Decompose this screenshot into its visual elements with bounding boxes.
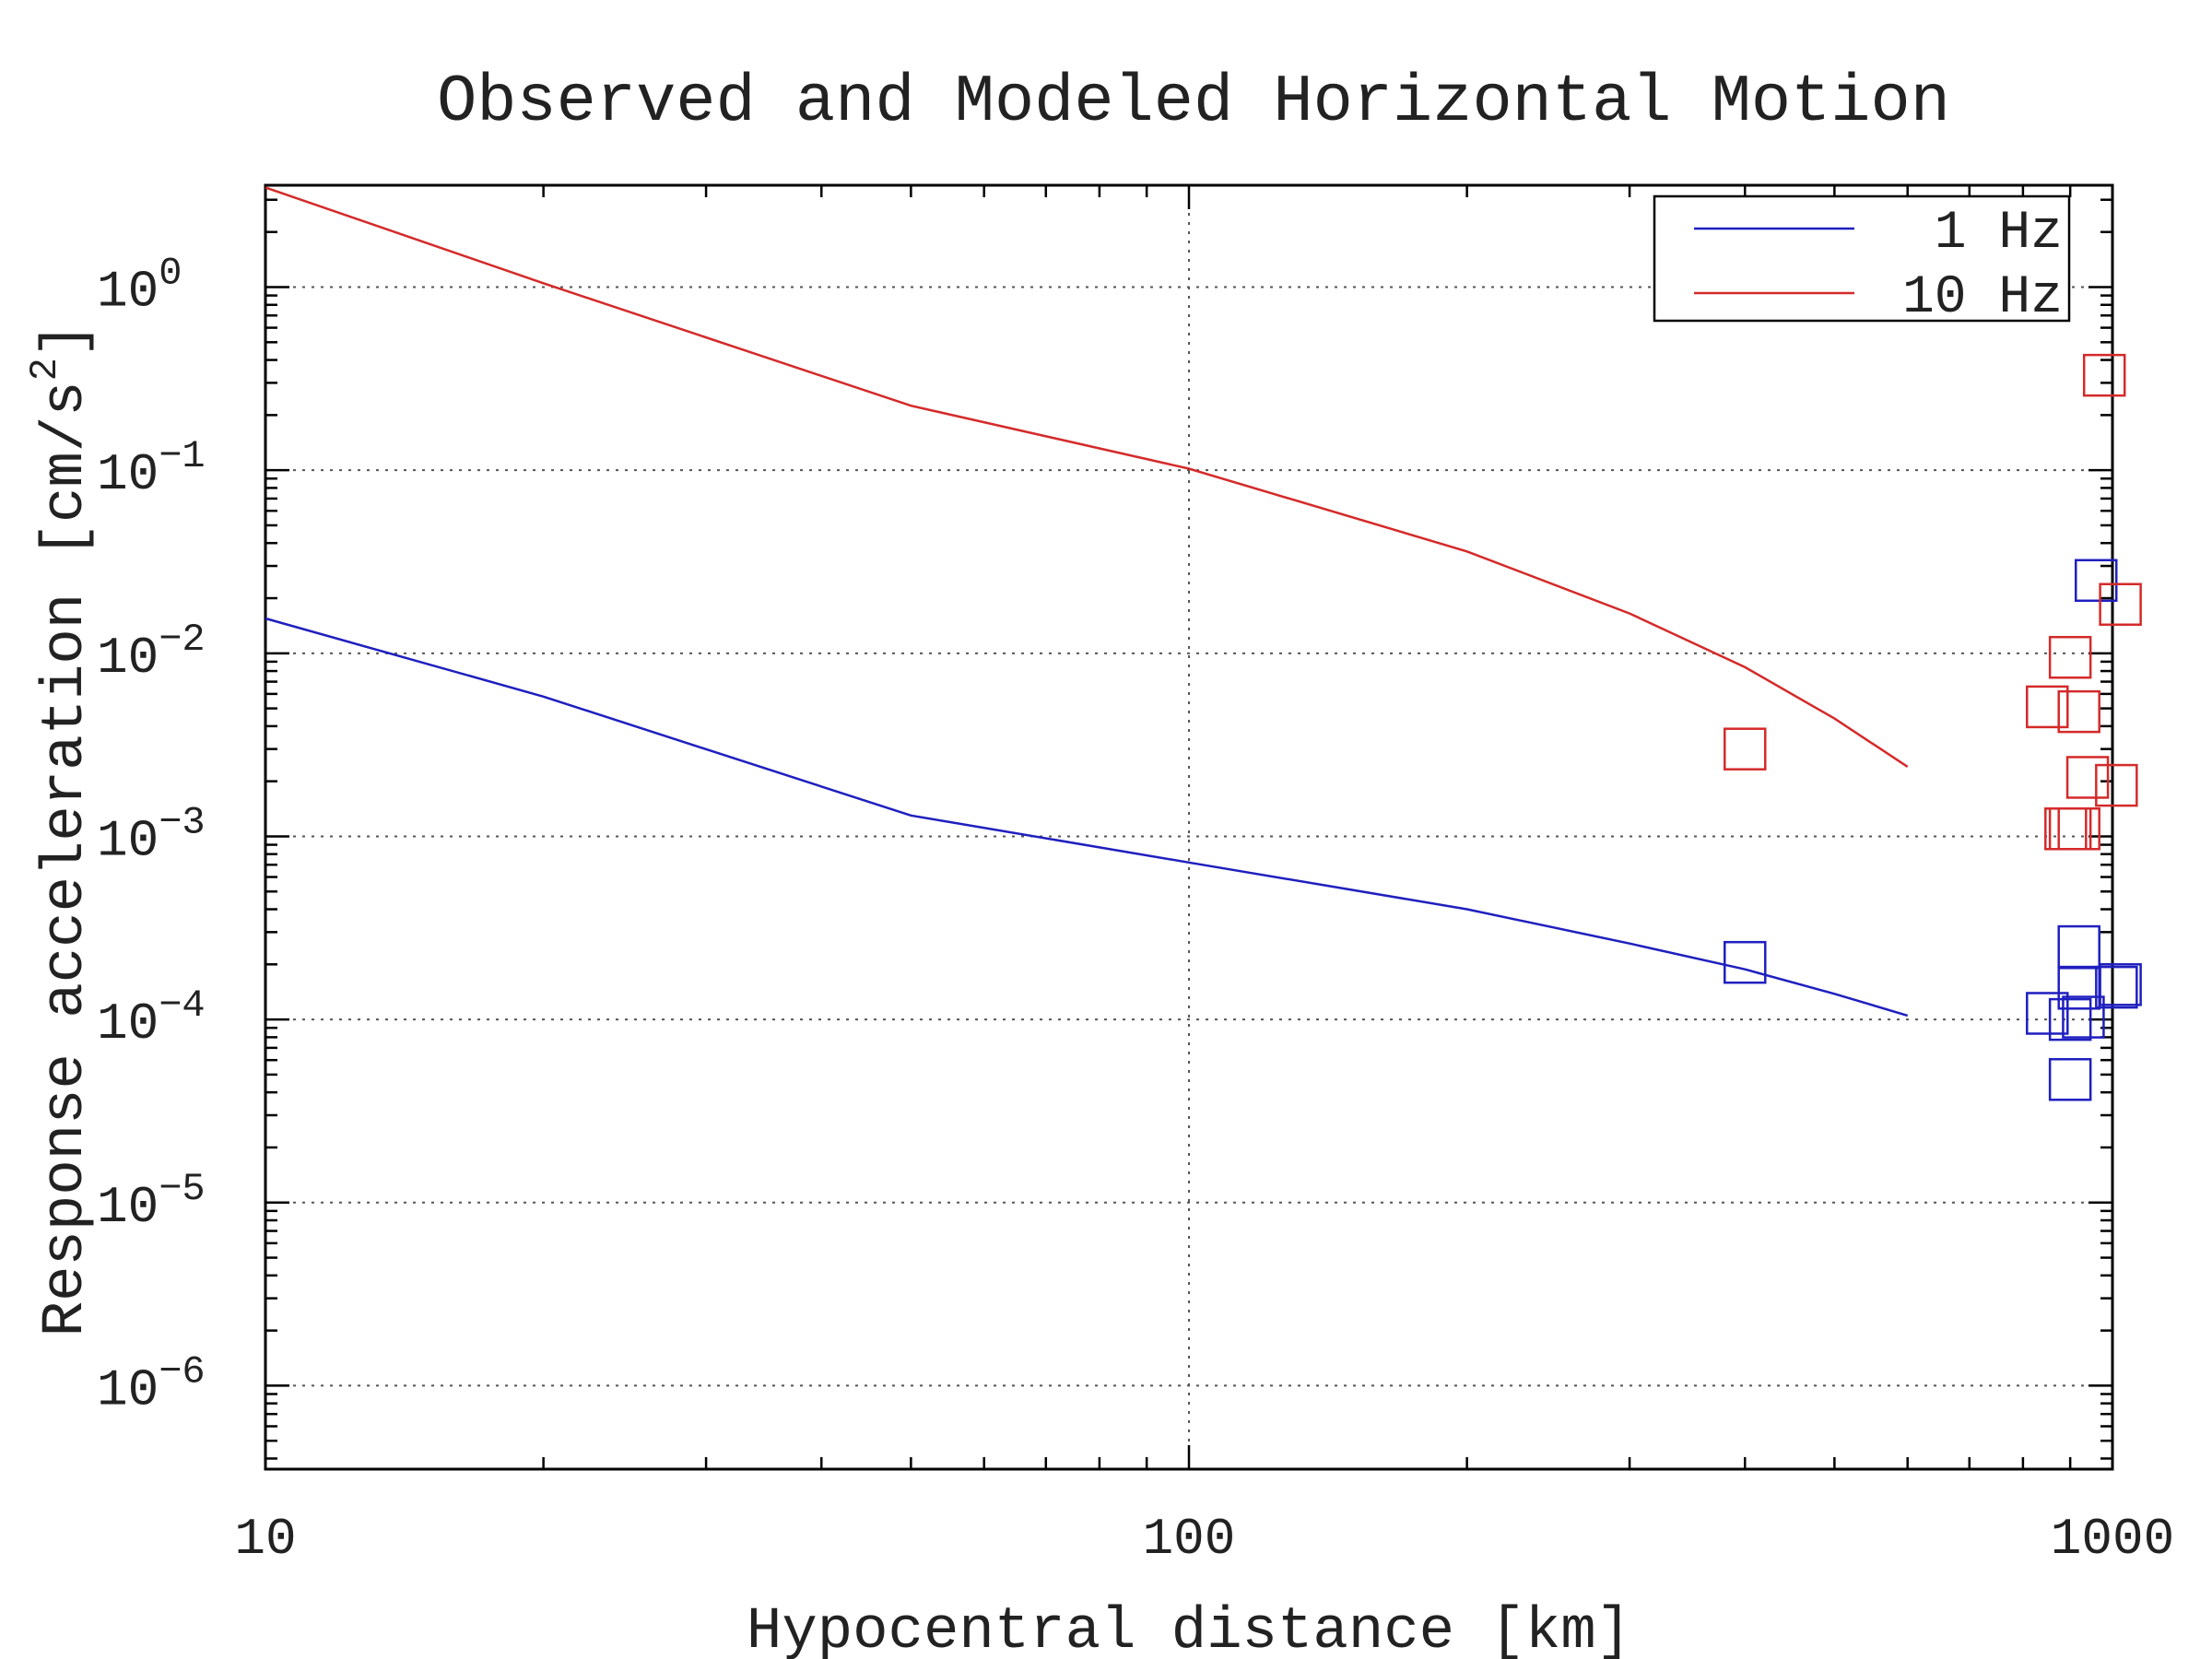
series-1-hz	[265, 559, 2142, 1101]
chart-title: Observed and Modeled Horizontal Motion	[437, 65, 1950, 140]
y-tick-label-exponent: −6	[159, 1349, 205, 1394]
y-tick-label-exponent: 0	[159, 252, 182, 296]
y-tick-label-exponent: −3	[159, 800, 205, 844]
observed-point-1-hz	[2048, 1058, 2092, 1101]
observed-point-10-hz	[2048, 806, 2092, 851]
observed-point-1-hz	[2026, 992, 2069, 1035]
observed-point-10-hz	[2044, 806, 2088, 851]
observed-point-10-hz	[2048, 635, 2092, 679]
observed-point-10-hz	[2065, 756, 2110, 799]
y-axis-label-close: ]	[33, 323, 100, 358]
y-tick-label-base: 10	[97, 1360, 159, 1419]
observed-point-1-hz	[2048, 997, 2092, 1041]
observed-point-1-hz	[2057, 924, 2100, 969]
y-axis-label: Response acceleration [cm/s2]	[23, 323, 100, 1337]
observed-point-10-hz	[2099, 582, 2142, 626]
x-tick-label: 100	[1143, 1510, 1236, 1569]
y-tick-label: 10−5	[97, 1167, 206, 1237]
x-tick-label: 10	[234, 1510, 296, 1569]
observed-point-1-hz	[1724, 940, 1767, 984]
x-axis-label: Hypocentral distance [km]	[747, 1599, 1631, 1659]
y-tick-label-exponent: −2	[159, 618, 205, 662]
y-tick-label: 10−1	[97, 434, 206, 504]
observed-point-1-hz	[2074, 559, 2118, 603]
legend-label-1-hz: 1 Hz	[1935, 204, 2063, 264]
model-line-10-hz	[265, 186, 1909, 768]
observed-point-1-hz	[2099, 963, 2142, 1006]
observed-point-10-hz	[2057, 806, 2100, 851]
observed-point-10-hz	[1724, 727, 1767, 771]
y-axis-label-superscript: 2	[23, 358, 67, 381]
observed-point-1-hz	[2095, 965, 2138, 1009]
y-tick-label: 100	[97, 252, 182, 322]
grid	[265, 185, 2113, 1469]
y-tick-label-base: 10	[97, 811, 159, 870]
series	[265, 186, 2142, 1101]
x-axis-tick-labels: 10 100 1000	[234, 1510, 2174, 1569]
x-tick-label: 1000	[2051, 1510, 2174, 1569]
series-10-hz	[265, 186, 2142, 851]
axis-ticks	[264, 185, 2114, 1469]
y-tick-label: 10−3	[97, 800, 206, 870]
model-line-1-hz	[265, 617, 1909, 1018]
observed-point-1-hz	[2062, 995, 2105, 1039]
y-axis-label-text: Response acceleration [cm/s	[33, 381, 100, 1336]
y-tick-label-base: 10	[97, 994, 159, 1053]
y-tick-label-exponent: −1	[159, 434, 205, 478]
y-tick-label-exponent: −5	[159, 1167, 205, 1211]
y-tick-label-base: 10	[97, 263, 159, 322]
y-tick-label: 10−2	[97, 618, 206, 688]
y-tick-label: 10−6	[97, 1349, 206, 1419]
plot-frame	[264, 183, 2114, 1471]
observed-point-10-hz	[2095, 763, 2138, 807]
y-tick-label-exponent: −4	[159, 983, 205, 1028]
plot-area	[264, 183, 2142, 1471]
observed-point-1-hz	[2057, 967, 2100, 1010]
legend-box	[1653, 194, 2071, 323]
y-tick-label-base: 10	[97, 1178, 159, 1237]
y-tick-label-base: 10	[97, 629, 159, 688]
observed-point-10-hz	[2057, 689, 2100, 734]
observed-point-10-hz	[2082, 353, 2126, 397]
legend-label-10-hz: 10 Hz	[1902, 268, 2063, 328]
y-tick-label-base: 10	[97, 445, 159, 504]
y-tick-label: 10−4	[97, 983, 206, 1053]
observed-point-10-hz	[2026, 685, 2069, 729]
